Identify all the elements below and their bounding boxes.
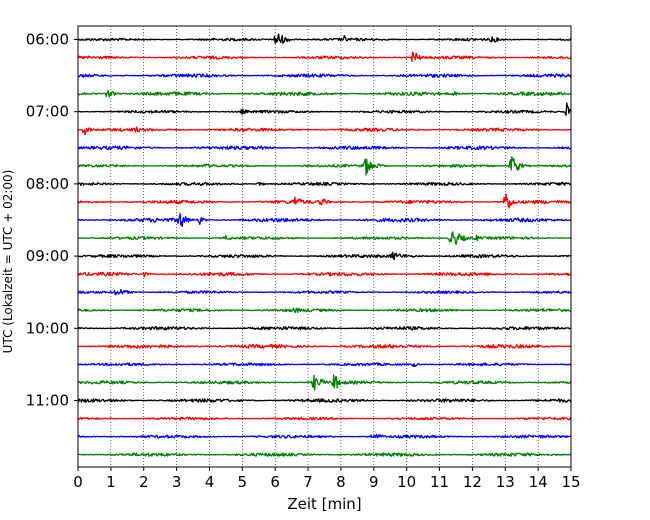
trace-11 (77, 231, 572, 245)
trace-10 (77, 213, 572, 228)
trace-2 (77, 73, 572, 78)
x-tick-label: 9 (369, 473, 379, 491)
trace-0 (77, 33, 572, 45)
x-axis-ticks: 0 1 2 3 4 5 6 7 8 9 10 11 12 13 14 15 (73, 467, 581, 491)
y-tick-label: 08:00 (26, 175, 69, 193)
x-tick-label: 7 (303, 473, 313, 491)
y-tick-label: 11:00 (26, 392, 69, 410)
trace-13 (77, 271, 572, 278)
x-tick-label: 8 (336, 473, 346, 491)
seismic-traces (77, 33, 572, 457)
x-tick-label: 1 (106, 473, 116, 491)
x-tick-label: 12 (463, 473, 482, 491)
x-tick-label: 15 (561, 473, 580, 491)
trace-12 (77, 251, 572, 261)
trace-16 (77, 326, 572, 331)
y-tick-label: 09:00 (26, 247, 69, 265)
x-tick-label: 0 (73, 473, 83, 491)
plot-frame (77, 25, 572, 468)
x-tick-label: 6 (270, 473, 280, 491)
trace-22 (77, 433, 572, 439)
trace-1 (77, 51, 572, 62)
trace-18 (77, 362, 572, 368)
trace-4 (77, 102, 572, 116)
trace-23 (77, 452, 572, 457)
x-tick-label: 3 (172, 473, 182, 491)
trace-6 (77, 145, 572, 151)
y-tick-label: 07:00 (26, 103, 69, 121)
y-tick-label: 10:00 (26, 319, 69, 337)
trace-9 (77, 193, 572, 209)
x-tick-label: 4 (205, 473, 215, 491)
x-tick-label: 10 (397, 473, 416, 491)
x-tick-label: 13 (496, 473, 515, 491)
trace-15 (77, 307, 572, 314)
y-axis-label: UTC (Lokalzeit = UTC + 02:00) (1, 170, 15, 354)
x-tick-label: 5 (238, 473, 248, 491)
x-tick-label: 2 (139, 473, 149, 491)
trace-17 (77, 343, 572, 349)
trace-19 (77, 374, 572, 391)
y-axis-ticks: 06:00 07:00 08:00 09:00 10:00 11:00 (26, 31, 78, 410)
trace-20 (77, 398, 572, 403)
x-tick-label: 14 (529, 473, 548, 491)
trace-5 (77, 126, 572, 136)
x-tick-label: 11 (430, 473, 449, 491)
trace-7 (77, 156, 572, 176)
trace-14 (77, 288, 572, 296)
x-axis-label: Zeit [min] (287, 495, 361, 513)
y-tick-label: 06:00 (26, 31, 69, 49)
trace-8 (77, 181, 572, 187)
trace-21 (77, 416, 572, 421)
trace-3 (77, 89, 572, 98)
